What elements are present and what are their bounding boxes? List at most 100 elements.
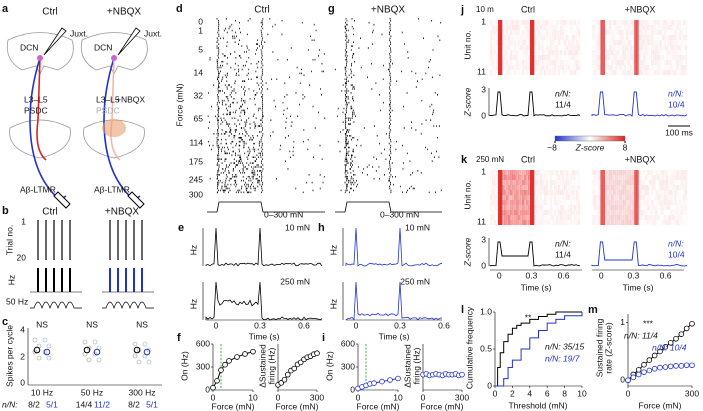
heat-cell — [500, 60, 503, 65]
heat-cell — [576, 210, 579, 215]
heat-cell — [602, 20, 605, 25]
marker — [210, 384, 216, 391]
heat-cell — [607, 40, 609, 45]
heat-cell — [568, 20, 570, 25]
label: 10/4 — [668, 249, 685, 259]
heat-cell — [672, 175, 675, 180]
heat-cell — [516, 65, 519, 70]
panel-label: m — [588, 304, 598, 316]
heat-cell — [546, 180, 549, 185]
heat-cell — [564, 170, 566, 175]
panel-label: l — [461, 304, 464, 316]
heat-cell — [632, 205, 635, 210]
heat-cell — [510, 55, 513, 60]
heat-cell — [665, 190, 669, 195]
heat-cell — [568, 215, 571, 220]
heat-cell — [536, 50, 538, 55]
heat-cell — [606, 30, 610, 35]
heat-cell — [510, 185, 513, 190]
heat-cell — [632, 185, 635, 190]
heat-cell — [662, 195, 664, 200]
heat-cell — [548, 185, 550, 190]
heat-cell — [510, 175, 513, 180]
heat-cell — [574, 175, 577, 180]
heat-cell — [570, 60, 572, 65]
heat-cell — [655, 20, 658, 25]
heat-cell — [626, 50, 628, 55]
heat-cell — [546, 45, 549, 50]
heat-cell — [630, 180, 633, 185]
heat-cell — [518, 220, 521, 225]
heat-cell — [674, 185, 677, 190]
heat-cell — [655, 170, 658, 175]
heat-cell — [663, 40, 667, 45]
heat-cell — [670, 45, 673, 50]
dot — [46, 343, 52, 349]
heat-cell — [592, 215, 595, 220]
heat-cell — [540, 195, 543, 200]
heat-cell — [490, 215, 493, 220]
heat-cell — [683, 215, 685, 220]
marker — [314, 350, 320, 357]
heat-cell — [504, 55, 507, 60]
label: Ctrl — [521, 4, 535, 14]
heat-cell — [647, 195, 649, 200]
label: firing (Hz) — [411, 347, 421, 384]
heat-cell — [572, 210, 575, 215]
heat-cell — [542, 30, 544, 35]
heat-cell — [538, 175, 540, 180]
heat-cell — [538, 65, 540, 70]
heat-cell — [526, 210, 529, 215]
heat-cell — [534, 60, 537, 65]
heat-cell — [556, 55, 559, 60]
heat-cell — [657, 195, 660, 200]
heat-cell — [672, 20, 675, 25]
heat-cell — [684, 190, 688, 195]
heat-cell — [596, 170, 598, 175]
heat-cell — [681, 35, 683, 40]
heat-cell — [670, 55, 672, 60]
heat-cell — [560, 220, 563, 225]
heat-cell — [611, 205, 614, 210]
psth-bar — [45, 268, 47, 292]
heat-cell — [670, 20, 673, 25]
heat-cell — [542, 40, 544, 45]
heat-cell — [546, 210, 549, 215]
psth-bar — [109, 268, 111, 292]
heat-cell — [572, 20, 575, 25]
heat-cell — [520, 205, 523, 210]
heat-cell — [556, 220, 559, 225]
heat-cell — [532, 170, 535, 175]
label: n/N: — [555, 88, 571, 98]
heat-cell — [512, 175, 515, 180]
heat-cell — [651, 185, 654, 190]
heat-cell — [609, 70, 611, 75]
heat-cell — [632, 65, 634, 70]
heat-cell — [651, 210, 653, 215]
heat-cell — [674, 25, 676, 30]
heat-cell — [576, 45, 579, 50]
heat-cell — [514, 190, 517, 195]
y-tick-label: 1 — [620, 317, 625, 327]
heat-cell — [668, 70, 671, 75]
heat-cell — [578, 180, 580, 185]
heat-cell — [498, 25, 501, 30]
heat-cell — [556, 210, 558, 215]
heat-cell — [562, 195, 564, 200]
heat-cell — [572, 185, 575, 190]
heat-cell — [578, 205, 581, 210]
heat-cell — [562, 190, 565, 195]
heat-cell — [670, 200, 673, 205]
heat-cell — [502, 200, 505, 205]
heat-cell — [558, 60, 560, 65]
heat-cell — [594, 185, 596, 190]
heat-cell — [613, 40, 616, 45]
heat-cell — [560, 50, 563, 55]
heat-cell — [574, 215, 577, 220]
heat-cell — [554, 25, 557, 30]
heat-cell — [676, 215, 679, 220]
heat-cell — [608, 55, 612, 60]
heat-cell — [668, 205, 671, 210]
heat-cell — [623, 40, 627, 45]
heat-cell — [530, 195, 533, 200]
